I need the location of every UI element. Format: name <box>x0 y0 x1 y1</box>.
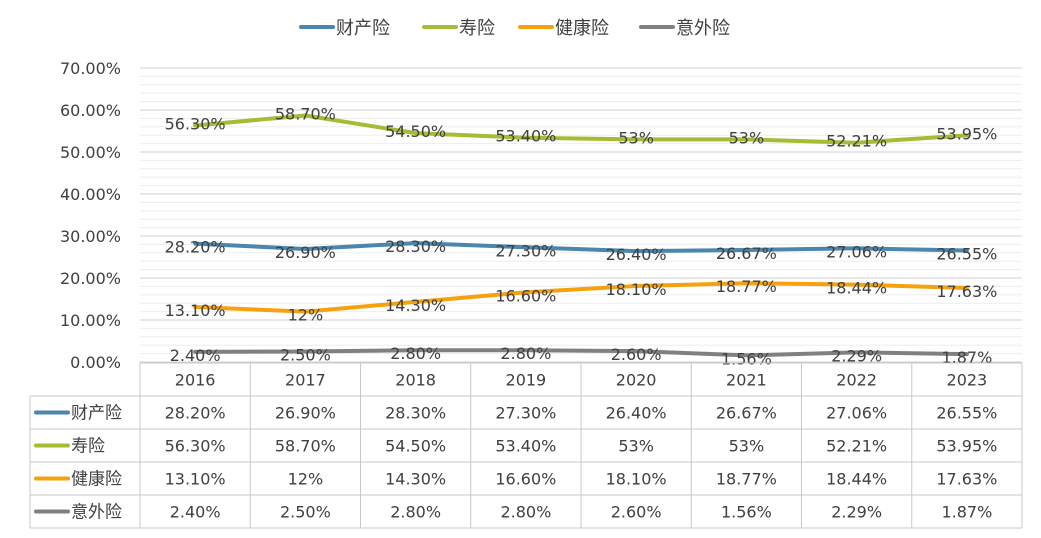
series-line-财产险 <box>193 241 969 254</box>
data-label: 53.40% <box>495 127 556 146</box>
table-cell: 1.87% <box>941 503 992 522</box>
y-tick-label: 10.00% <box>60 311 121 330</box>
table-cell: 27.30% <box>495 404 556 423</box>
data-table: 2016 2017 2018 2019 2020 2021 2022 2023 财产险 28.20… <box>29 362 1023 529</box>
table-cell: 2.29% <box>831 503 882 522</box>
table-cell: 14.30% <box>385 470 446 489</box>
legend-label: 健康险 <box>555 18 609 39</box>
data-label: 28.30% <box>385 237 446 256</box>
data-label: 2.60% <box>611 345 662 364</box>
y-tick-label: 40.00% <box>60 185 121 204</box>
y-tick-label: 60.00% <box>60 101 121 120</box>
table-cell: 2.80% <box>390 503 441 522</box>
data-label: 26.40% <box>606 245 667 264</box>
data-label: 2.50% <box>280 346 331 365</box>
y-tick-label: 70.00% <box>60 59 121 78</box>
table-cell: 2.80% <box>500 503 551 522</box>
data-label: 2.29% <box>831 346 882 365</box>
table-cell: 58.70% <box>275 437 336 456</box>
data-label: 2.40% <box>170 346 221 365</box>
data-label: 52.21% <box>826 132 887 151</box>
table-row-label: 寿险 <box>71 437 105 457</box>
table-cell: 2.60% <box>611 503 662 522</box>
data-label: 17.63% <box>936 282 997 301</box>
series-line-寿险 <box>193 113 969 145</box>
table-cell: 16.60% <box>495 470 556 489</box>
table-cell: 1.56% <box>721 503 772 522</box>
data-label: 1.56% <box>721 349 772 368</box>
y-tick-label: 0.00% <box>70 353 121 372</box>
data-label: 53.95% <box>936 124 997 143</box>
data-label: 18.44% <box>826 279 887 298</box>
table-cell: 26.55% <box>936 404 997 423</box>
y-tick-label: 50.00% <box>60 143 121 162</box>
data-label: 18.77% <box>716 277 777 296</box>
table-cell: 26.67% <box>716 404 777 423</box>
x-tick-label: 2018 <box>395 371 436 390</box>
table-cell: 18.10% <box>606 470 667 489</box>
table-cell: 52.21% <box>826 437 887 456</box>
table-cell: 18.44% <box>826 470 887 489</box>
data-label: 56.30% <box>165 115 226 134</box>
table-cell: 53% <box>618 437 654 456</box>
table-cell: 54.50% <box>385 437 446 456</box>
data-label: 53% <box>729 128 765 147</box>
table-cell: 28.30% <box>385 404 446 423</box>
table-cell: 2.40% <box>170 503 221 522</box>
table-row-label: 意外险 <box>71 503 122 523</box>
data-label: 14.30% <box>385 296 446 315</box>
table-cell: 26.90% <box>275 404 336 423</box>
x-tick-label: 2023 <box>947 371 988 390</box>
x-tick-label: 2021 <box>726 371 767 390</box>
table-cell: 26.40% <box>606 404 667 423</box>
data-label: 26.67% <box>716 244 777 263</box>
table-cell: 12% <box>288 470 324 489</box>
data-label: 54.50% <box>385 122 446 141</box>
table-cell: 53% <box>729 437 765 456</box>
x-tick-label: 2016 <box>175 371 216 390</box>
x-tick-label: 2020 <box>616 371 657 390</box>
data-label: 16.60% <box>495 286 556 305</box>
table-row-label: 健康险 <box>71 470 122 490</box>
legend: 财产险 寿险 健康险 意外险 <box>299 18 730 39</box>
data-label: 2.80% <box>500 344 551 363</box>
data-label: 1.87% <box>941 348 992 367</box>
table-cell: 17.63% <box>936 470 997 489</box>
table-cell: 53.40% <box>495 437 556 456</box>
x-tick-label: 2019 <box>506 371 547 390</box>
table-cell: 18.77% <box>716 470 777 489</box>
data-label: 13.10% <box>165 301 226 320</box>
table-cell: 56.30% <box>165 437 226 456</box>
legend-label: 寿险 <box>459 18 495 39</box>
series-line-意外险 <box>193 348 969 358</box>
data-label: 28.20% <box>165 238 226 257</box>
data-label: 53% <box>618 128 654 147</box>
y-tick-label: 30.00% <box>60 227 121 246</box>
data-label: 2.80% <box>390 344 441 363</box>
table-cell: 28.20% <box>165 404 226 423</box>
series-lines <box>193 113 969 358</box>
x-tick-label: 2022 <box>836 371 877 390</box>
series-line-健康险 <box>193 281 969 314</box>
table-cell: 53.95% <box>936 437 997 456</box>
data-label: 27.06% <box>826 242 887 261</box>
y-axis: 0.00% 10.00% 20.00% 30.00% 40.00% 50.00% 60.00… <box>60 59 121 372</box>
table-cell: 27.06% <box>826 404 887 423</box>
data-label: 26.90% <box>275 243 336 262</box>
data-label: 26.55% <box>936 244 997 263</box>
data-labels: 28.20% 26.90% 28.30% 27.30% 26.40% 26.67% 27.0… <box>165 104 998 368</box>
legend-label: 财产险 <box>336 18 390 39</box>
table-cell: 2.50% <box>280 503 331 522</box>
data-label: 58.70% <box>275 104 336 123</box>
data-label: 27.30% <box>495 241 556 260</box>
legend-label: 意外险 <box>676 18 730 39</box>
y-tick-label: 20.00% <box>60 269 121 288</box>
data-label: 18.10% <box>606 280 667 299</box>
data-label: 12% <box>288 306 324 325</box>
gridlines <box>140 67 1022 363</box>
table-row-label: 财产险 <box>71 404 122 424</box>
x-tick-label: 2017 <box>285 371 326 390</box>
table-cell: 13.10% <box>165 470 226 489</box>
